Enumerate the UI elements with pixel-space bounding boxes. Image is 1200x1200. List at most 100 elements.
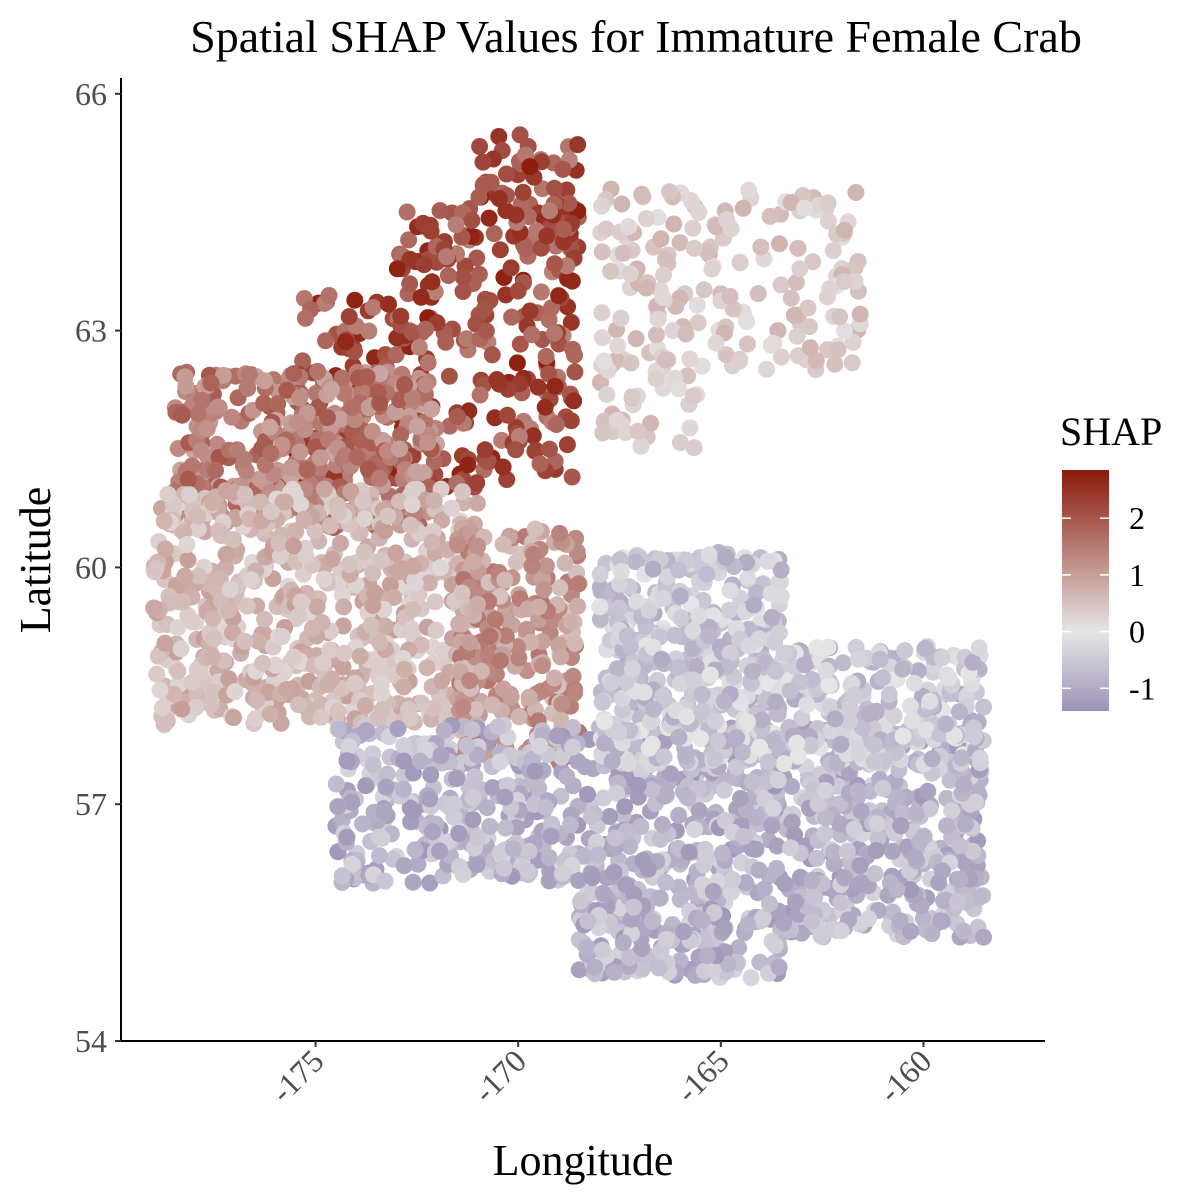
- data-point: [474, 153, 492, 171]
- data-point: [497, 627, 515, 645]
- data-point: [825, 855, 843, 873]
- data-point: [491, 241, 509, 259]
- data-point: [654, 289, 672, 306]
- data-point: [225, 709, 242, 727]
- data-point: [765, 334, 783, 352]
- data-point: [239, 379, 257, 397]
- data-point: [843, 354, 861, 372]
- x-tick-label: -160: [871, 1042, 938, 1109]
- data-point: [849, 650, 867, 668]
- data-point: [617, 673, 635, 690]
- data-point: [975, 928, 993, 946]
- data-point: [690, 802, 708, 820]
- data-point: [329, 720, 347, 738]
- data-point: [627, 553, 645, 571]
- data-point: [570, 575, 588, 593]
- data-point: [419, 354, 437, 372]
- data-point: [530, 598, 548, 616]
- data-point: [289, 607, 307, 625]
- data-point: [562, 313, 580, 331]
- chart-title: Spatial SHAP Values for Immature Female …: [190, 11, 1082, 62]
- data-point: [614, 244, 632, 262]
- data-point: [803, 871, 821, 889]
- data-point: [566, 363, 584, 381]
- data-point: [437, 333, 455, 351]
- data-point: [448, 408, 466, 425]
- data-point: [224, 624, 241, 641]
- data-point: [594, 941, 612, 959]
- data-point: [490, 190, 508, 207]
- data-point: [569, 597, 587, 615]
- data-point: [498, 165, 515, 183]
- data-point: [338, 752, 356, 770]
- data-point: [256, 372, 274, 390]
- data-point: [758, 360, 775, 378]
- data-point: [346, 291, 364, 309]
- data-point: [355, 543, 373, 561]
- data-point: [874, 669, 892, 687]
- data-point: [591, 565, 609, 583]
- data-point: [634, 852, 652, 869]
- data-point: [551, 524, 569, 542]
- data-point: [786, 826, 804, 844]
- data-point: [613, 689, 631, 707]
- data-point: [715, 692, 733, 710]
- data-point: [671, 434, 689, 452]
- data-point: [652, 230, 670, 248]
- data-point: [406, 574, 424, 592]
- data-point: [454, 698, 472, 716]
- data-point: [494, 458, 512, 476]
- data-point: [390, 563, 408, 581]
- data-point: [354, 492, 372, 510]
- data-point: [346, 674, 364, 692]
- data-point: [666, 626, 684, 644]
- data-point: [401, 250, 419, 268]
- data-point: [271, 547, 289, 565]
- data-point: [684, 671, 702, 689]
- data-point: [552, 648, 570, 666]
- data-point: [148, 665, 166, 683]
- data-point: [806, 888, 824, 906]
- data-point: [727, 758, 745, 776]
- data-point: [865, 753, 883, 771]
- data-point: [489, 718, 507, 736]
- data-point: [559, 270, 576, 288]
- data-point: [507, 206, 525, 224]
- data-point: [866, 865, 884, 883]
- color-legend: SHAP 2 1 0 -1: [1060, 409, 1162, 711]
- data-point: [491, 652, 509, 670]
- data-point: [510, 708, 528, 726]
- data-point: [770, 958, 788, 976]
- data-point: [739, 569, 757, 587]
- data-point: [202, 374, 220, 392]
- data-point: [338, 828, 356, 846]
- data-point: [423, 273, 441, 291]
- data-point: [421, 790, 439, 808]
- data-point: [638, 210, 655, 228]
- data-point: [266, 656, 284, 674]
- data-point: [579, 912, 597, 930]
- data-point: [672, 609, 690, 627]
- data-point: [395, 660, 413, 678]
- data-point: [704, 883, 722, 900]
- data-point: [510, 649, 528, 667]
- data-point: [618, 627, 636, 645]
- data-point: [249, 632, 267, 650]
- data-point: [763, 817, 781, 835]
- data-point: [226, 683, 244, 701]
- data-point: [670, 380, 688, 398]
- data-point: [671, 675, 689, 692]
- data-point: [521, 302, 539, 320]
- data-point: [653, 650, 671, 668]
- data-point: [602, 262, 620, 280]
- data-point: [323, 381, 340, 398]
- data-point: [407, 463, 425, 481]
- data-point: [173, 700, 191, 718]
- data-point: [425, 492, 443, 509]
- data-point: [518, 620, 536, 638]
- data-point: [387, 346, 405, 364]
- data-point: [657, 930, 675, 948]
- data-point: [772, 348, 790, 366]
- data-point: [851, 857, 869, 875]
- data-point: [824, 242, 842, 259]
